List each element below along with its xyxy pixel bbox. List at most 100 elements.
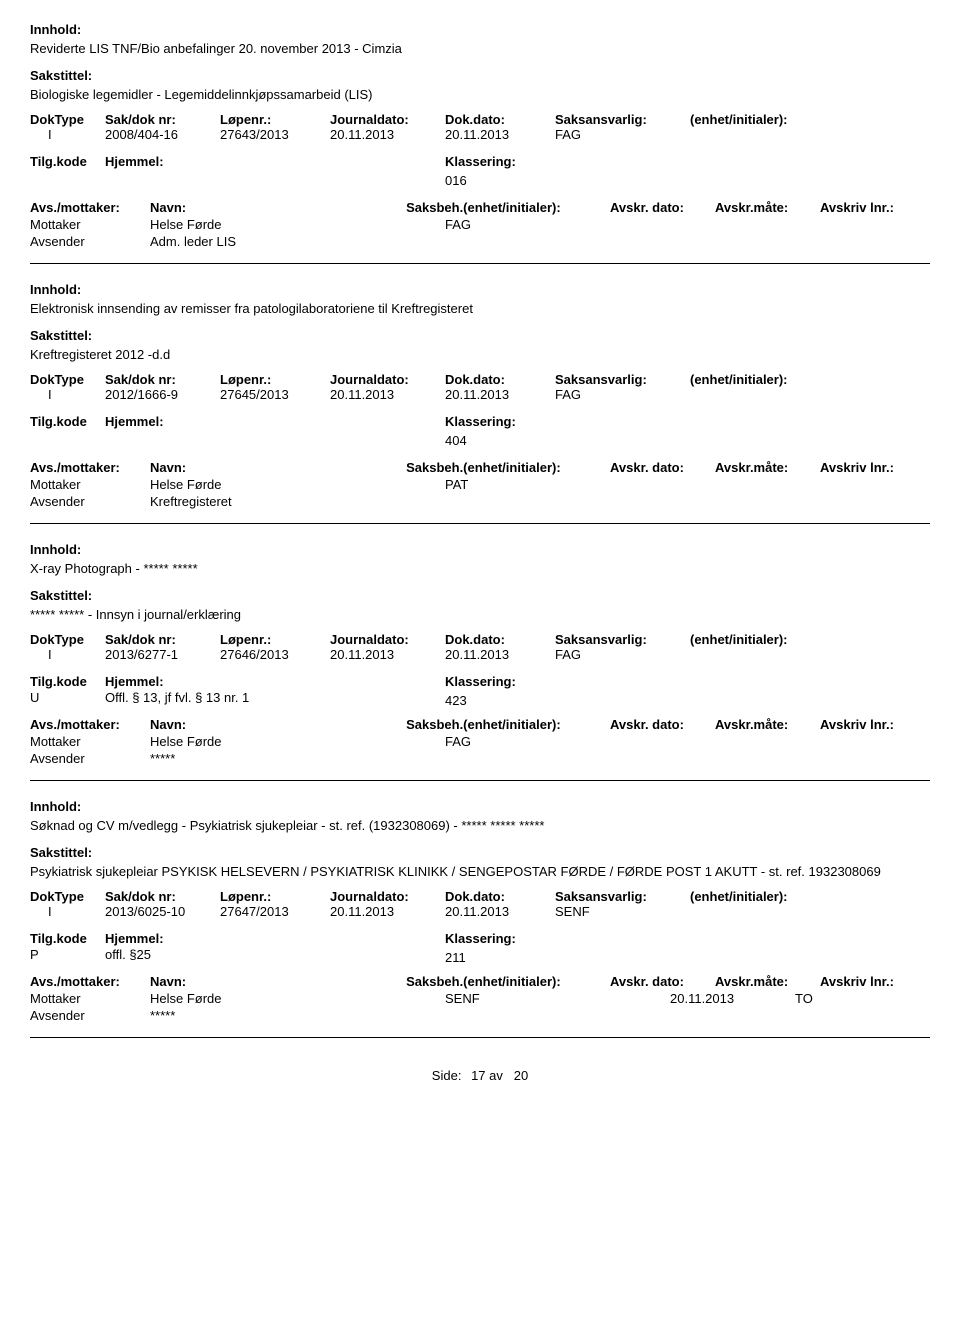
sakstittel-text: Kreftregisteret 2012 -d.d — [30, 347, 930, 362]
party-role: Avsender — [30, 494, 150, 509]
enhet-value — [690, 387, 840, 402]
klassering-value: 016 — [445, 173, 516, 188]
col-doktype-header: DokType — [30, 112, 105, 127]
sakstittel-label: Sakstittel: — [30, 328, 930, 343]
doktype-value: I — [30, 647, 105, 662]
doktype-value: I — [30, 127, 105, 142]
saksansvarlig-value: FAG — [555, 127, 690, 142]
sakdok-value: 2012/1666-9 — [105, 387, 220, 402]
journaldato-value: 20.11.2013 — [330, 647, 445, 662]
innhold-text: Reviderte LIS TNF/Bio anbefalinger 20. n… — [30, 41, 930, 56]
avsmottaker-label: Avs./mottaker: — [30, 717, 150, 732]
navn-label: Navn: — [150, 460, 240, 475]
saksbeh-header-row: Avs./mottaker: Navn: Saksbeh.(enhet/init… — [30, 200, 930, 215]
record-divider — [30, 263, 930, 264]
innhold-label: Innhold: — [30, 282, 930, 297]
col-enhet-header: (enhet/initialer): — [690, 632, 840, 647]
enhet-value — [690, 647, 840, 662]
party-avskr-mate: TO — [795, 991, 875, 1006]
party-name: Helse Førde — [150, 734, 445, 749]
col-lopenr-header: Løpenr.: — [220, 889, 330, 904]
avskrivlnr-label: Avskriv lnr.: — [820, 717, 930, 732]
side-label: Side: — [432, 1068, 462, 1083]
party-role: Mottaker — [30, 217, 150, 232]
innhold-label: Innhold: — [30, 542, 930, 557]
tilgkode-value: P — [30, 947, 70, 962]
saksbeh-label: Saksbeh.(enhet/initialer): — [406, 200, 610, 215]
journaldato-value: 20.11.2013 — [330, 904, 445, 919]
tilgkode-label: Tilg.kode — [30, 154, 105, 169]
col-dokdato-header: Dok.dato: — [445, 632, 555, 647]
dokdato-value: 20.11.2013 — [445, 127, 555, 142]
record-divider — [30, 523, 930, 524]
party-role: Avsender — [30, 234, 150, 249]
col-lopenr-header: Løpenr.: — [220, 632, 330, 647]
party-role: Mottaker — [30, 477, 150, 492]
innhold-text: Søknad og CV m/vedlegg - Psykiatrisk sju… — [30, 818, 930, 833]
klassering-value: 423 — [445, 693, 516, 708]
col-saksansv-header: Saksansvarlig: — [555, 372, 690, 387]
sakstittel-text: Biologiske legemidler - Legemiddelinnkjø… — [30, 87, 930, 102]
lopenr-value: 27646/2013 — [220, 647, 330, 662]
doktype-value: I — [30, 904, 105, 919]
col-doktype-header: DokType — [30, 889, 105, 904]
party-row: Avsender ***** — [30, 751, 930, 766]
dokdato-value: 20.11.2013 — [445, 647, 555, 662]
col-enhet-header: (enhet/initialer): — [690, 112, 840, 127]
enhet-value — [690, 127, 840, 142]
col-saksansv-header: Saksansvarlig: — [555, 112, 690, 127]
navn-label: Navn: — [150, 717, 240, 732]
av-label: av — [489, 1068, 503, 1083]
col-enhet-header: (enhet/initialer): — [690, 372, 840, 387]
avskrivlnr-label: Avskriv lnr.: — [820, 200, 930, 215]
navn-label: Navn: — [150, 974, 240, 989]
enhet-value — [690, 904, 840, 919]
col-dokdato-header: Dok.dato: — [445, 112, 555, 127]
sakstittel-label: Sakstittel: — [30, 588, 930, 603]
party-row: Avsender Kreftregisteret — [30, 494, 930, 509]
col-dokdato-header: Dok.dato: — [445, 889, 555, 904]
avskrmate-label: Avskr.måte: — [715, 717, 820, 732]
metadata-header-row: DokType Sak/dok nr: Løpenr.: Journaldato… — [30, 372, 930, 387]
innhold-text: Elektronisk innsending av remisser fra p… — [30, 301, 930, 316]
avsmottaker-label: Avs./mottaker: — [30, 460, 150, 475]
journaldato-value: 20.11.2013 — [330, 387, 445, 402]
lopenr-value: 27647/2013 — [220, 904, 330, 919]
col-sakdok-header: Sak/dok nr: — [105, 632, 220, 647]
hjemmel-value: Offl. § 13, jf fvl. § 13 nr. 1 — [105, 690, 380, 705]
saksbeh-label: Saksbeh.(enhet/initialer): — [406, 717, 610, 732]
col-saksansv-header: Saksansvarlig: — [555, 889, 690, 904]
sakstittel-label: Sakstittel: — [30, 68, 930, 83]
page-footer: Side: 17 av 20 — [30, 1068, 930, 1083]
journal-record: Innhold: Reviderte LIS TNF/Bio anbefalin… — [30, 22, 930, 264]
saksbeh-header-row: Avs./mottaker: Navn: Saksbeh.(enhet/init… — [30, 460, 930, 475]
sakstittel-label: Sakstittel: — [30, 845, 930, 860]
metadata-header-row: DokType Sak/dok nr: Løpenr.: Journaldato… — [30, 889, 930, 904]
col-journal-header: Journaldato: — [330, 632, 445, 647]
avskrdato-label: Avskr. dato: — [610, 460, 715, 475]
avsmottaker-label: Avs./mottaker: — [30, 974, 150, 989]
hjemmel-label: Hjemmel: — [105, 931, 185, 946]
saksansvarlig-value: FAG — [555, 647, 690, 662]
lopenr-value: 27643/2013 — [220, 127, 330, 142]
page-number: 17 — [471, 1068, 485, 1083]
col-lopenr-header: Løpenr.: — [220, 112, 330, 127]
avskrmate-label: Avskr.måte: — [715, 460, 820, 475]
saksansvarlig-value: SENF — [555, 904, 690, 919]
saksbeh-label: Saksbeh.(enhet/initialer): — [406, 460, 610, 475]
lopenr-value: 27645/2013 — [220, 387, 330, 402]
party-role: Avsender — [30, 751, 150, 766]
dokdato-value: 20.11.2013 — [445, 904, 555, 919]
party-name: Helse Førde — [150, 477, 445, 492]
col-journal-header: Journaldato: — [330, 372, 445, 387]
klassering-label: Klassering: — [445, 931, 516, 946]
journaldato-value: 20.11.2013 — [330, 127, 445, 142]
tilg-row: Tilg.kode Hjemmel: Klassering: 016 — [30, 154, 930, 188]
avskrivlnr-label: Avskriv lnr.: — [820, 460, 930, 475]
sakstittel-text: ***** ***** - Innsyn i journal/erklæring — [30, 607, 930, 622]
avskrmate-label: Avskr.måte: — [715, 200, 820, 215]
hjemmel-label: Hjemmel: — [105, 414, 185, 429]
metadata-data-row: I 2012/1666-9 27645/2013 20.11.2013 20.1… — [30, 387, 930, 402]
record-divider — [30, 1037, 930, 1038]
party-row: Mottaker Helse Førde PAT — [30, 477, 930, 492]
